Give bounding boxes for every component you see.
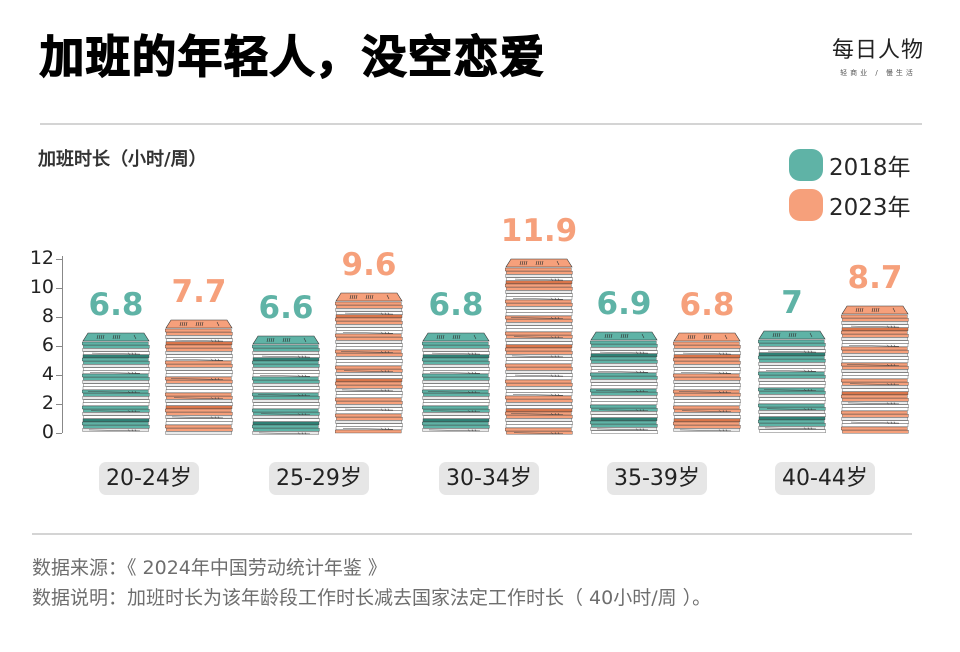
bar-2018-2 — [252, 335, 320, 435]
value-label: 7.7 — [171, 274, 227, 311]
y-tick-label: 12 — [29, 247, 54, 269]
legend-swatch-2018 — [789, 149, 823, 181]
y-axis-title: 加班时长（小时/周） — [38, 149, 207, 170]
y-tick-label: 10 — [29, 276, 54, 298]
top-divider — [40, 123, 922, 125]
category-label: 20-24岁 — [99, 462, 199, 495]
bar-2018-5 — [758, 330, 826, 435]
y-tick-label: 4 — [41, 363, 54, 385]
value-label: 6.8 — [679, 287, 735, 324]
chart-title: 加班的年轻人，没空恋爱 — [39, 32, 546, 83]
y-tick-label: 6 — [41, 334, 54, 356]
bar-2018-3 — [422, 332, 490, 435]
brand-name: 每日人物 — [831, 38, 924, 63]
value-label: 6.9 — [596, 285, 652, 322]
y-tick — [56, 346, 62, 347]
value-label: 7 — [781, 284, 803, 321]
data-source-note: 数据来源：《 2024年中国劳动统计年鉴 》 — [32, 557, 387, 579]
y-tick-label: 8 — [41, 305, 54, 327]
value-label: 6.8 — [88, 287, 144, 324]
value-label: 9.6 — [341, 246, 397, 283]
bar-2018-1 — [82, 332, 150, 435]
legend-item-2023: 2023年 — [789, 185, 911, 225]
bar-2023-1 — [165, 319, 233, 435]
y-axis-line — [62, 256, 63, 433]
category-label: 35-39岁 — [607, 462, 707, 495]
bar-2023-3 — [505, 258, 573, 435]
y-tick — [56, 404, 62, 405]
y-tick — [56, 433, 62, 434]
value-label: 6.6 — [258, 290, 314, 327]
y-tick-label: 0 — [41, 421, 54, 443]
bar-2023-2 — [335, 292, 403, 435]
category-label: 30-34岁 — [439, 462, 539, 495]
bar-2018-4 — [590, 331, 658, 435]
bar-2023-4 — [673, 332, 741, 435]
y-tick — [56, 288, 62, 289]
bottom-divider — [32, 533, 912, 535]
category-label: 25-29岁 — [269, 462, 369, 495]
value-label: 6.8 — [428, 287, 484, 324]
legend: 2018年 2023年 — [789, 145, 911, 225]
data-explanation-note: 数据说明：加班时长为该年龄段工作时长减去国家法定工作时长（ 40小时/周 ）。 — [32, 587, 712, 609]
brand-tagline: 轻商业 / 慢生活 — [840, 69, 916, 77]
legend-swatch-2023 — [789, 189, 823, 221]
y-tick — [56, 317, 62, 318]
y-tick-label: 2 — [41, 392, 54, 414]
legend-label-2023: 2023年 — [829, 195, 911, 221]
value-label: 8.7 — [847, 259, 903, 296]
category-label: 40-44岁 — [775, 462, 875, 495]
brand-logo: 每日人物 轻商业 / 慢生活 — [830, 40, 926, 78]
y-tick — [56, 259, 62, 260]
legend-item-2018: 2018年 — [789, 145, 911, 185]
value-label: 11.9 — [500, 213, 578, 250]
bar-2023-5 — [841, 305, 909, 435]
y-tick — [56, 375, 62, 376]
legend-label-2018: 2018年 — [829, 155, 911, 181]
